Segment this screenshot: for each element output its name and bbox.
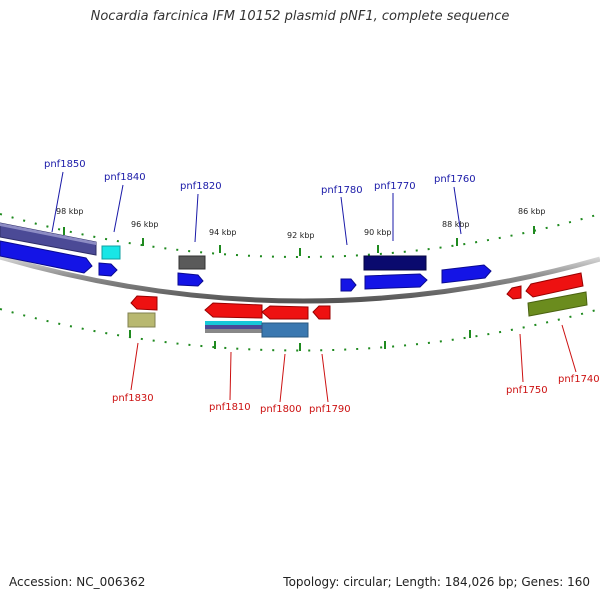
scale-label-92kbp: 92 kbp [287, 231, 315, 240]
gene-pnf1810-arrow[interactable] [204, 302, 263, 319]
gene-pnf1840-block[interactable] [101, 245, 121, 260]
forward-strand-genes [0, 222, 492, 292]
label-pnf1810[interactable]: pnf1810 [209, 402, 251, 413]
gene-red-reverse-3-arrow[interactable] [525, 272, 584, 298]
label-pnf1830[interactable]: pnf1830 [112, 393, 154, 404]
reverse-leader-lines [130, 324, 577, 403]
gene-pnf1790-arrow[interactable] [312, 305, 331, 320]
label-pnf1820[interactable]: pnf1820 [180, 181, 222, 192]
gene-red-reverse-1-arrow[interactable] [130, 295, 158, 311]
scale-label-90kbp: 90 kbp [364, 228, 392, 237]
gene-pnf1810-block-slate[interactable] [205, 325, 262, 329]
reverse-strand-genes [127, 272, 588, 338]
label-pnf1750[interactable]: pnf1750 [506, 385, 548, 396]
gene-pnf1830-block[interactable] [127, 312, 156, 328]
label-pnf1760[interactable]: pnf1760 [434, 174, 476, 185]
gene-blue-forward-2-arrow[interactable] [98, 262, 118, 277]
gene-pnf1770-block[interactable] [363, 255, 427, 271]
gene-pnf1760-arrow[interactable] [441, 264, 492, 284]
gene-red-reverse-2-arrow[interactable] [261, 305, 309, 320]
gene-pnf1850-shadow [0, 223, 96, 245]
gene-blue-forward-3-arrow[interactable] [177, 272, 204, 287]
gene-pnf1750-arrow[interactable] [506, 285, 522, 300]
label-pnf1780[interactable]: pnf1780 [321, 185, 363, 196]
inner-major-ticks [129, 330, 471, 351]
gene-pnf1810-block-cyan[interactable] [205, 321, 262, 325]
scale-label-86kbp: 86 kbp [518, 207, 546, 216]
label-pnf1770[interactable]: pnf1770 [374, 181, 416, 192]
gene-pnf1820-block[interactable] [178, 255, 206, 270]
accession-text: Accession: NC_006362 [9, 575, 146, 589]
scale-label-98kbp: 98 kbp [56, 207, 84, 216]
topology-summary-text: Topology: circular; Length: 184,026 bp; … [283, 575, 590, 589]
label-pnf1850[interactable]: pnf1850 [44, 159, 86, 170]
gene-blue-forward-4-arrow[interactable] [364, 273, 428, 290]
gene-pnf1810-block-gray[interactable] [205, 329, 262, 333]
gene-pnf1780-arrow[interactable] [340, 278, 357, 292]
gene-pnf1800-block[interactable] [261, 322, 309, 338]
scale-label-96kbp: 96 kbp [131, 220, 159, 229]
label-pnf1800[interactable]: pnf1800 [260, 404, 302, 415]
reverse-gene-labels: pnf1830 pnf1810 pnf1800 pnf1790 pnf1750 … [112, 374, 600, 415]
label-pnf1840[interactable]: pnf1840 [104, 172, 146, 183]
gene-blue-forward-1-arrow[interactable] [0, 240, 93, 274]
scale-label-88kbp: 88 kbp [442, 220, 470, 229]
label-pnf1790[interactable]: pnf1790 [309, 404, 351, 415]
forward-leader-lines [51, 171, 462, 246]
label-pnf1740[interactable]: pnf1740 [558, 374, 600, 385]
genome-backbone [0, 254, 600, 304]
forward-gene-labels: pnf1850 pnf1840 pnf1820 pnf1780 pnf1770 … [44, 159, 476, 196]
map-title: Nocardia farcinica IFM 10152 plasmid pNF… [90, 9, 510, 24]
outer-major-ticks [63, 226, 535, 256]
gene-pnf1740-block[interactable] [527, 291, 588, 317]
scale-label-94kbp: 94 kbp [209, 228, 237, 237]
